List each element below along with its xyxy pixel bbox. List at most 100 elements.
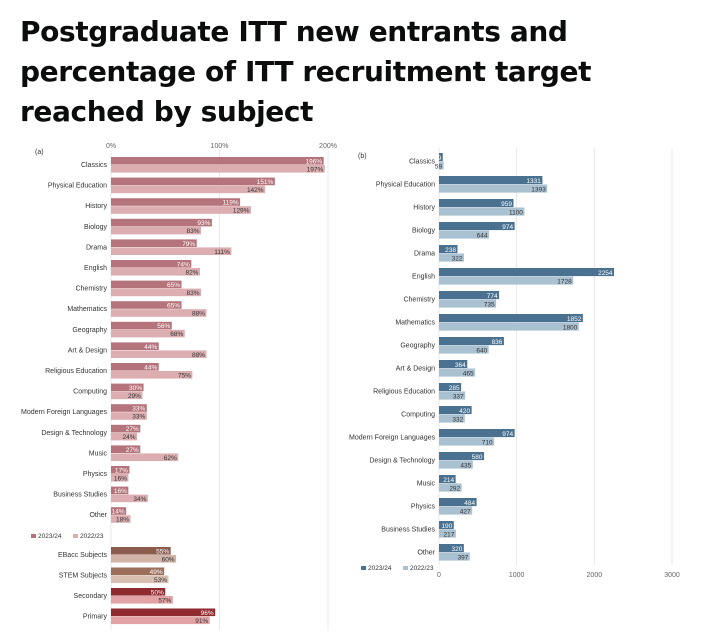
data-label: 44% [144, 344, 157, 351]
data-label: 959 [501, 201, 512, 208]
bar-2022-23 [439, 483, 462, 492]
legend-swatch-2022-23 [73, 534, 78, 538]
data-label: 710 [482, 439, 493, 446]
bar-2022-23 [439, 230, 490, 239]
group-data-label: 49% [150, 569, 163, 576]
data-label: 337 [453, 393, 464, 400]
data-label: 65% [167, 282, 180, 289]
bar-2023-24 [111, 157, 324, 165]
bar-2023-24 [439, 245, 458, 254]
data-label: 484 [464, 500, 475, 507]
bar-2022-23 [111, 288, 202, 297]
category-label: Physical Education [376, 182, 435, 189]
category-label: Classics [81, 162, 108, 169]
x-axis-tick-label: 100% [211, 143, 229, 150]
data-label: 332 [452, 416, 463, 423]
bar-2023-24 [111, 218, 212, 227]
bar-2023-24 [439, 475, 456, 484]
bar-2022-23 [111, 515, 131, 523]
data-label: 217 [443, 531, 454, 538]
data-label: 1331 [526, 178, 541, 185]
category-label: Computing [73, 389, 107, 396]
group-bar-2022-23 [111, 596, 173, 604]
data-label: 65% [167, 303, 180, 310]
bar-2022-23 [439, 207, 525, 216]
data-label: 2254 [598, 270, 613, 277]
bar-2022-23 [111, 226, 202, 235]
bar-2023-24 [111, 301, 182, 309]
bar-2023-24 [439, 406, 472, 415]
data-label: 27% [126, 447, 139, 454]
group-bar-2022-23 [111, 575, 169, 584]
legend-label: 2023/24 [38, 533, 62, 540]
bar-2023-24 [111, 486, 129, 495]
group-label: STEM Subjects [59, 573, 108, 580]
x-axis-tick-label: 1000 [509, 572, 525, 579]
bar-2022-23 [111, 185, 266, 194]
data-label: 214 [443, 477, 454, 484]
category-label: Chemistry [75, 286, 107, 293]
legend-swatch-2022-23 [403, 566, 408, 570]
category-label: Business Studies [53, 492, 107, 499]
group-bar-2022-23 [111, 555, 177, 563]
group-label: EBacc Subjects [58, 552, 108, 559]
data-label: 1100 [509, 209, 523, 216]
category-label: English [84, 265, 107, 272]
bar-2022-23 [439, 506, 473, 515]
category-label: Religious Education [373, 389, 435, 396]
data-label: 1728 [557, 278, 572, 285]
bar-2022-23 [439, 460, 473, 469]
data-label: 197% [307, 166, 324, 173]
bar-2023-24 [439, 498, 477, 507]
data-label: 16% [114, 475, 127, 482]
legend-swatch-2023-24 [31, 534, 36, 538]
panel-label: (a) [35, 149, 44, 156]
data-label: 836 [492, 339, 503, 346]
category-label: Geography [72, 327, 107, 334]
category-label: Other [89, 512, 107, 519]
category-label: Geography [400, 343, 435, 350]
bar-2023-24 [111, 177, 275, 186]
bar-2022-23 [111, 453, 179, 461]
bar-2022-23 [111, 494, 148, 503]
bar-2022-23 [111, 247, 232, 255]
bar-2022-23 [111, 371, 193, 379]
data-label: 34% [133, 496, 146, 503]
data-label: 1800 [563, 324, 578, 331]
bar-2023-24 [439, 360, 468, 369]
bar-2022-23 [439, 276, 574, 285]
category-label: Music [89, 450, 108, 457]
data-label: 79% [182, 241, 195, 248]
x-axis-tick-label: 0 [437, 572, 441, 579]
category-label: Classics [409, 159, 436, 166]
bar-2023-24 [111, 466, 130, 474]
data-label: 49 [434, 155, 442, 162]
bar-2022-23 [439, 552, 470, 561]
data-label: 774 [487, 293, 498, 300]
bar-2023-24 [439, 429, 515, 438]
data-label: 29% [128, 393, 141, 400]
data-label: 1852 [567, 316, 582, 323]
bar-2022-23 [111, 432, 138, 441]
data-label: 17% [115, 467, 128, 474]
group-data-label: 55% [156, 548, 169, 555]
bar-2022-23 [439, 529, 456, 538]
data-label: 33% [132, 406, 145, 413]
data-label: 435 [460, 462, 471, 469]
category-label: Religious Education [45, 368, 107, 375]
category-label: Physical Education [48, 183, 107, 190]
category-label: English [412, 274, 435, 281]
data-label: 238 [445, 247, 456, 254]
bar-2023-24 [439, 314, 583, 323]
x-axis-tick-label: 0% [106, 143, 116, 150]
data-label: 320 [451, 546, 462, 553]
data-label: 82% [185, 269, 198, 276]
group-data-label: 96% [201, 610, 214, 617]
bar-2022-23 [439, 184, 548, 193]
data-label: 129% [233, 208, 250, 215]
bar-2023-24 [439, 521, 454, 530]
bar-2023-24 [111, 383, 144, 392]
category-label: Modern Foreign Languages [349, 435, 436, 442]
bar-2022-23 [111, 350, 207, 358]
data-label: 196% [306, 158, 323, 165]
